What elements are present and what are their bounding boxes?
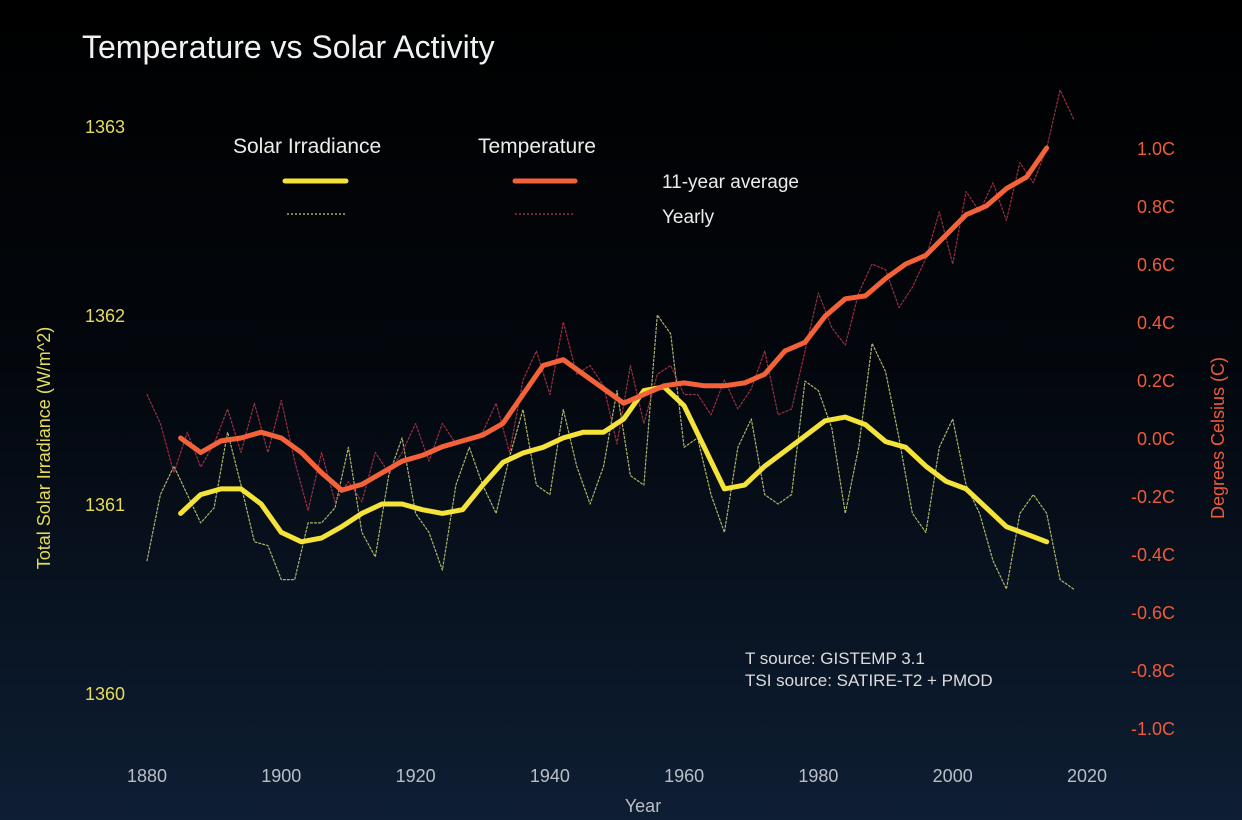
- y-left-tick-label: 1363: [85, 117, 125, 137]
- y-left-tick-label: 1362: [85, 306, 125, 326]
- y-left-tick-label: 1361: [85, 495, 125, 515]
- x-tick-label: 1960: [664, 766, 704, 786]
- y-right-tick-label: -0.6C: [1131, 603, 1175, 623]
- y-right-tick-label: 0.8C: [1137, 197, 1175, 217]
- legend-avg-label: 11-year average: [662, 172, 799, 193]
- x-axis-label: Year: [625, 796, 661, 816]
- y-right-tick-label: 0.2C: [1137, 371, 1175, 391]
- chart-title: Temperature vs Solar Activity: [82, 29, 495, 65]
- temperature-yearly-line: [146, 89, 1075, 512]
- y-axis-left-label: Total Solar Irradiance (W/m^2): [34, 327, 54, 570]
- y-axis-right-ticks: -1.0C -0.8C -0.6C -0.4C -0.2C 0.0C 0.2C 0.4C 0.6…: [1131, 139, 1175, 739]
- solar-average-line: [178, 384, 1050, 545]
- legend-solar-label: Solar Irradiance: [233, 135, 381, 158]
- x-tick-label: 1980: [798, 766, 838, 786]
- y-right-tick-label: -0.4C: [1131, 545, 1175, 565]
- y-right-tick-label: 1.0C: [1137, 139, 1175, 159]
- y-right-tick-label: 0.0C: [1137, 429, 1175, 449]
- x-tick-label: 1900: [261, 766, 301, 786]
- y-right-tick-label: 0.4C: [1137, 313, 1175, 333]
- y-right-tick-label: 0.6C: [1137, 255, 1175, 275]
- y-right-tick-label: -0.8C: [1131, 661, 1175, 681]
- x-axis-ticks: 1880 1900 1920 1940 1960 1980 2000 2020: [127, 766, 1107, 786]
- legend-yearly-label: Yearly: [662, 207, 715, 228]
- x-tick-label: 1880: [127, 766, 167, 786]
- legend-temperature-label: Temperature: [478, 135, 596, 158]
- x-tick-label: 2000: [933, 766, 973, 786]
- solar-yearly-line: [146, 314, 1075, 590]
- plot-area: [146, 89, 1075, 590]
- x-tick-label: 1940: [530, 766, 570, 786]
- annotation-tsi-source: TSI source: SATIRE-T2 + PMOD: [745, 671, 993, 690]
- y-right-tick-label: -0.2C: [1131, 487, 1175, 507]
- y-axis-left-ticks: 1360 1361 1362 1363: [85, 117, 125, 704]
- annotation-temp-source: T source: GISTEMP 3.1: [745, 649, 925, 668]
- y-axis-right-label: Degrees Celsius (C): [1208, 357, 1228, 519]
- temperature-average-line: [178, 145, 1050, 493]
- y-left-tick-label: 1360: [85, 684, 125, 704]
- y-right-tick-label: -1.0C: [1131, 719, 1175, 739]
- x-tick-label: 2020: [1067, 766, 1107, 786]
- x-tick-label: 1920: [396, 766, 436, 786]
